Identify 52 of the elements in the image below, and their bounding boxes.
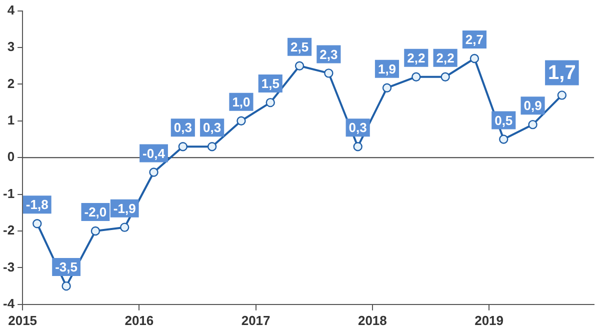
point [528,120,538,130]
data-label: 0,5 [494,112,513,128]
data-label: 1,5 [261,76,280,92]
point [266,98,275,108]
data-label: 0,3 [174,120,192,136]
data-label: -1,9 [113,200,136,216]
point [178,142,188,152]
y-tick-label: 4 [7,2,16,18]
x-tick-label: 2018 [358,312,387,328]
data-label: 2,2 [436,50,454,66]
data-label: -2,0 [84,204,107,220]
point [62,281,71,291]
point [499,134,508,144]
data-label: 2,3 [320,46,338,62]
data-label: -3,5 [55,260,78,275]
data-label: 1,9 [378,61,396,76]
data-label: 2,2 [407,50,426,66]
point [32,219,42,228]
data-label: 0,3 [348,120,367,136]
y-tick-label: -1 [2,186,15,201]
point [90,226,100,236]
x-tick-label: 2015 [8,312,38,328]
y-tick-label: -2 [2,222,15,238]
y-tick-label: -3 [2,259,15,274]
y-tick-label: 3 [7,39,15,54]
point [440,72,450,82]
point [324,68,334,78]
point [412,72,421,82]
x-tick-label: 2017 [241,312,270,328]
y-tick-label: 2 [7,76,15,91]
y-tick-label: 1 [7,112,15,128]
point [207,142,217,152]
data-label: 2,5 [290,39,309,54]
point [120,222,130,232]
point [236,116,246,126]
data-label: -0,4 [142,146,166,161]
y-tick-label: -4 [2,296,16,311]
data-label: 2,7 [465,32,484,48]
point [382,83,392,92]
point [557,90,567,100]
data-label: 0,3 [203,120,222,136]
point [353,142,362,152]
x-tick-label: 2016 [124,312,154,328]
point [149,168,158,177]
y-tick-label: 0 [7,149,15,164]
data-label: 1,0 [232,94,250,110]
point [294,61,304,70]
data-label: 0,9 [524,98,542,114]
data-label: -1,8 [26,197,48,212]
point [470,54,480,64]
data-label: 1,7 [548,62,576,84]
x-tick-label: 2019 [474,312,504,328]
